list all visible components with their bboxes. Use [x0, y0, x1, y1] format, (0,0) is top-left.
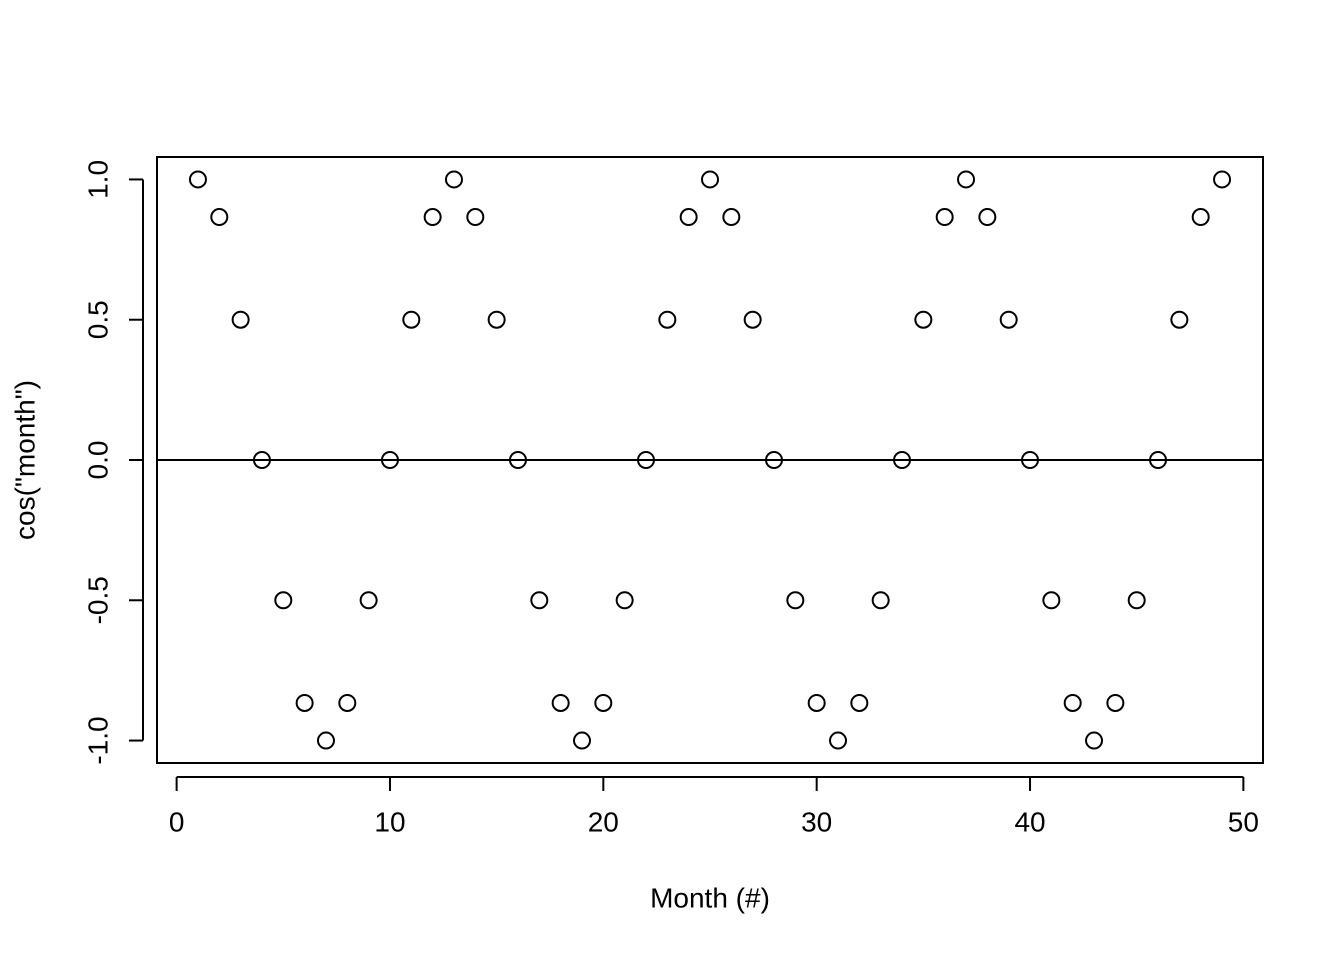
y-tick-label: 1.0 [82, 160, 113, 199]
point [679, 208, 698, 227]
point [1127, 591, 1146, 610]
point [743, 310, 762, 329]
x-tick-label: 40 [1014, 806, 1045, 837]
y-tick-label: 0.5 [82, 300, 113, 339]
point [978, 208, 997, 227]
point [615, 591, 634, 610]
point [572, 731, 591, 750]
point [530, 591, 549, 610]
point [807, 693, 826, 712]
point [1021, 451, 1040, 469]
point [636, 451, 655, 469]
point [1106, 693, 1125, 712]
point [359, 591, 378, 610]
point [231, 310, 250, 329]
point [380, 451, 399, 469]
x-tick-label: 0 [169, 806, 185, 837]
x-tick-label: 10 [374, 806, 405, 837]
x-tick-label: 50 [1228, 806, 1259, 837]
point [1063, 693, 1082, 712]
point [1170, 310, 1189, 329]
point [914, 310, 933, 329]
point [765, 451, 784, 469]
point [1042, 591, 1061, 610]
point [658, 310, 677, 329]
x-tick-label: 30 [801, 806, 832, 837]
point [487, 310, 506, 329]
point [295, 693, 314, 712]
point [508, 451, 527, 469]
y-tick-label: -1.0 [82, 716, 113, 764]
y-tick-label: -0.5 [82, 576, 113, 624]
y-axis-title: cos("month") [9, 380, 40, 540]
x-axis-title: Month (#) [650, 882, 770, 913]
point [402, 310, 421, 329]
point [999, 310, 1018, 329]
point [466, 208, 485, 227]
point [252, 451, 271, 469]
point [338, 693, 357, 712]
point [188, 170, 207, 189]
point [871, 591, 890, 610]
point [829, 731, 848, 750]
point [935, 208, 954, 227]
point [316, 731, 335, 750]
point [444, 170, 463, 189]
point [1191, 208, 1210, 227]
x-tick-label: 20 [588, 806, 619, 837]
point [210, 208, 229, 227]
point [423, 208, 442, 227]
point [722, 208, 741, 227]
point [1085, 731, 1104, 750]
point [1149, 451, 1168, 469]
point [551, 693, 570, 712]
point [893, 451, 912, 469]
point [701, 170, 719, 189]
point [594, 693, 613, 712]
point [957, 170, 976, 189]
point [1213, 170, 1232, 189]
point [850, 693, 869, 712]
y-tick-label: 0.0 [82, 441, 113, 480]
point [786, 591, 805, 610]
point [274, 591, 293, 610]
